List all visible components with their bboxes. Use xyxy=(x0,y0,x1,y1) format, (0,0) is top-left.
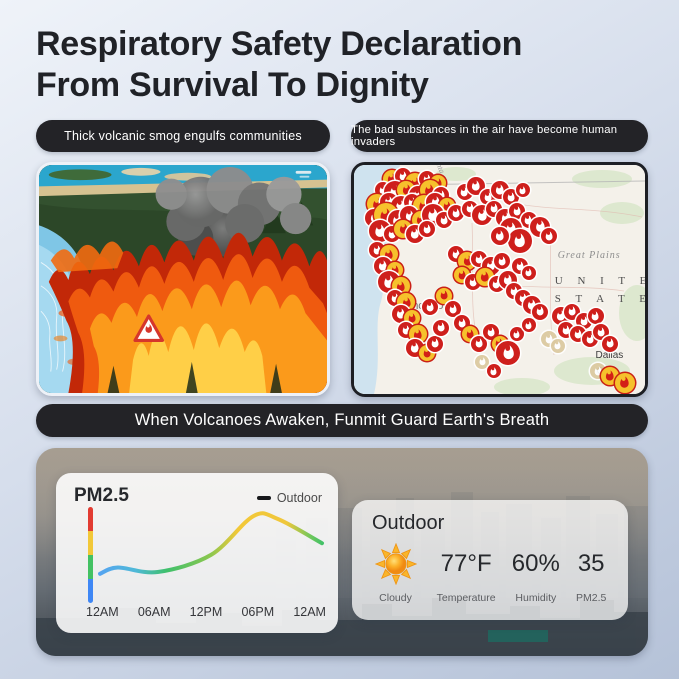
fire-markers-layer xyxy=(354,165,645,394)
map-label-states: S T A T E S xyxy=(554,293,645,306)
fire-marker xyxy=(509,327,524,342)
fire-marker xyxy=(503,189,520,206)
weather-stat-humidity: 60% Humidity xyxy=(505,544,566,605)
x-axis-labels: 12AM 06AM 12PM 06PM 12AM xyxy=(86,605,326,619)
legend-label: Outdoor xyxy=(276,491,322,505)
aqi-scale-segment xyxy=(88,579,93,603)
chart-legend: Outdoor xyxy=(256,491,322,505)
x-tick: 06PM xyxy=(241,605,275,619)
map-label-great-plains: Great Plains xyxy=(557,249,621,261)
warning-triangle-icon xyxy=(133,314,164,342)
caption-left-pill: Thick volcanic smog engulfs communities xyxy=(36,120,330,152)
fire-marker xyxy=(540,227,557,244)
weather-stat-label: Cloudy xyxy=(379,592,412,604)
x-tick: 06AM xyxy=(137,605,171,619)
weather-card-title: Outdoor xyxy=(372,512,445,534)
weather-stat-temperature: 77°F Temperature xyxy=(427,544,505,605)
pm-curve xyxy=(98,511,324,576)
smog-city-panel: PM2.5 Outdoor xyxy=(36,448,648,656)
humidity-value: 60% xyxy=(511,550,560,577)
caption-right-text: The bad substances in the air have becom… xyxy=(351,124,618,148)
aqi-scale-bar xyxy=(88,507,93,603)
legend-dash-icon xyxy=(256,496,271,500)
fire-marker xyxy=(532,303,549,320)
page-title: Respiratory Safety Declaration From Surv… xyxy=(36,24,656,107)
fire-marker xyxy=(447,205,464,222)
fire-marker xyxy=(494,253,511,270)
fire-marker xyxy=(550,338,565,353)
fire-marker xyxy=(427,335,444,352)
fire-marker xyxy=(486,364,501,379)
weather-stat-label: Humidity xyxy=(515,592,557,604)
fire-marker xyxy=(433,319,450,336)
fire-marker xyxy=(421,298,438,315)
aqi-scale-segment xyxy=(88,507,93,531)
banner-text: When Volcanoes Awaken, Funmit Guard Eart… xyxy=(134,411,550,429)
fire-marker xyxy=(418,221,435,238)
weather-stat-pm25: 35 PM2.5 xyxy=(566,544,616,605)
fire-marker xyxy=(444,301,461,318)
outdoor-weather-card: Outdoor xyxy=(352,500,628,620)
map-label-united: U N I T E D xyxy=(554,274,645,287)
weather-stat-cloudy: Cloudy xyxy=(364,543,427,604)
x-tick: 12AM xyxy=(86,605,119,619)
weather-stat-label: Temperature xyxy=(436,592,496,604)
page-title-line2: From Survival To Dignity xyxy=(36,66,429,105)
fire-marker xyxy=(515,183,530,198)
banner-pill: When Volcanoes Awaken, Funmit Guard Eart… xyxy=(36,404,648,437)
fire-marker xyxy=(587,308,604,325)
aqi-scale-segment xyxy=(88,555,93,579)
fire-marker xyxy=(601,366,620,385)
fire-marker xyxy=(490,226,509,245)
page-title-line1: Respiratory Safety Declaration xyxy=(36,25,523,63)
fire-marker xyxy=(521,265,536,280)
fire-marker xyxy=(521,318,536,333)
caption-right-pill: The bad substances in the air have becom… xyxy=(351,120,648,152)
fire-marker xyxy=(436,287,453,304)
weather-stats-row: Cloudy 77°F Temperature 60% Humidity 35 … xyxy=(364,543,616,605)
x-tick: 12AM xyxy=(293,605,326,619)
volcano-fire-scene xyxy=(39,165,327,393)
fire-marker xyxy=(602,335,619,352)
wildfire-map-image: Vancouver ounta Great Plains U N I T E D… xyxy=(351,162,648,397)
fire-marker xyxy=(496,340,521,365)
caption-left-text: Thick volcanic smog engulfs communities xyxy=(64,129,302,143)
pm25-value: 35 xyxy=(577,550,605,577)
pm25-chart-title: PM2.5 xyxy=(74,485,129,506)
aqi-scale-segment xyxy=(88,531,93,555)
volcano-fire-image xyxy=(36,162,330,396)
fire-marker xyxy=(475,354,490,369)
pm25-chart-card: PM2.5 Outdoor xyxy=(56,473,338,633)
fire-marker xyxy=(507,228,532,253)
weather-stat-label: PM2.5 xyxy=(576,592,607,604)
sun-icon xyxy=(374,543,417,585)
fire-marker xyxy=(471,335,488,352)
pm25-line-plot xyxy=(98,509,324,599)
map-label-dallas: Dallas xyxy=(595,350,624,362)
fire-marker xyxy=(614,372,635,393)
temperature-value: 77°F xyxy=(440,550,492,577)
x-tick: 12PM xyxy=(189,605,223,619)
fire-marker xyxy=(409,325,428,344)
fire-marker xyxy=(467,176,486,195)
